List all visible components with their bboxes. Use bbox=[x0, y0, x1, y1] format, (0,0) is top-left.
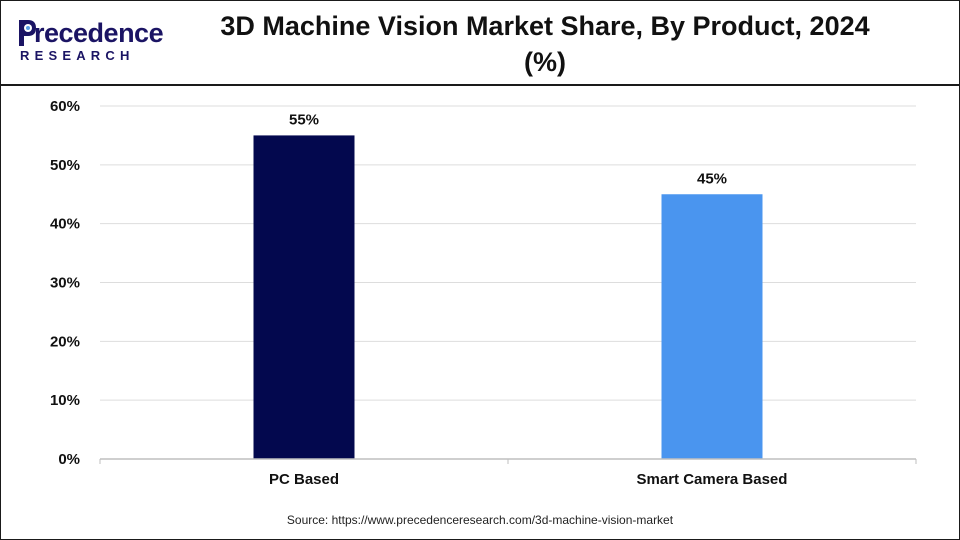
y-tick-label: 40% bbox=[50, 216, 80, 233]
y-tick-label: 60% bbox=[50, 98, 80, 115]
y-tick-label: 30% bbox=[50, 275, 80, 292]
x-category-label: PC Based bbox=[269, 471, 339, 488]
logo-wordmark: recedence bbox=[34, 18, 164, 48]
data-label: 55% bbox=[289, 111, 319, 128]
logo-subtitle: RESEARCH bbox=[20, 48, 135, 63]
x-category-label: Smart Camera Based bbox=[637, 471, 788, 488]
bar-pc-based bbox=[253, 135, 355, 459]
y-tick-label: 10% bbox=[50, 392, 80, 409]
y-tick-label: 20% bbox=[50, 333, 80, 350]
logo-p-icon bbox=[19, 20, 36, 46]
bar-chart: 0% 10% 20% 30% 40% 50% 60% 55% 45% PC Based Smar… bbox=[50, 98, 917, 488]
header-bar: recedence RESEARCH 3D Machine Vision Mar… bbox=[0, 0, 960, 86]
bars: 55% 45% bbox=[253, 111, 763, 459]
y-tick-label: 50% bbox=[50, 157, 80, 174]
precedence-research-logo: recedence RESEARCH bbox=[16, 16, 166, 66]
data-label: 45% bbox=[697, 170, 727, 187]
chart-title: 3D Machine Vision Market Share, By Produ… bbox=[200, 8, 890, 80]
y-tick-label: 0% bbox=[58, 451, 80, 468]
x-axis-labels: PC Based Smart Camera Based bbox=[99, 459, 917, 488]
source-note: Source: https://www.precedenceresearch.c… bbox=[286, 513, 674, 527]
y-axis-ticks: 0% 10% 20% 30% 40% 50% 60% bbox=[50, 98, 80, 468]
gridlines bbox=[100, 105, 916, 401]
chart-title-line-2: (%) bbox=[524, 47, 566, 77]
chart-title-line-1: 3D Machine Vision Market Share, By Produ… bbox=[220, 11, 870, 41]
bar-smart-camera-based bbox=[661, 194, 763, 459]
